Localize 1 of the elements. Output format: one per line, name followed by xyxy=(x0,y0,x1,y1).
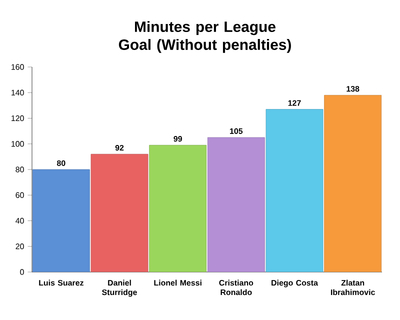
chart-title: Minutes per League Goal (Without penalties) xyxy=(118,21,291,53)
